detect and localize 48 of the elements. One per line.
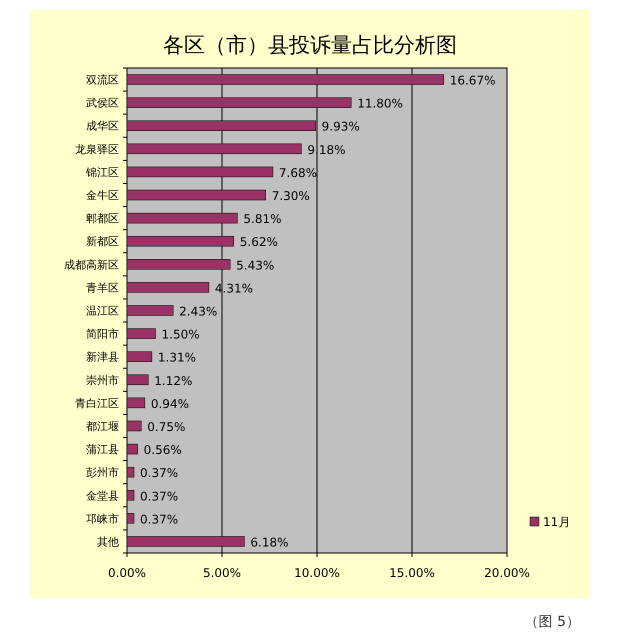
y-tick-label: 彭州市 — [86, 466, 119, 480]
y-tick-label: 青羊区 — [86, 281, 119, 294]
data-label: 7.68% — [278, 166, 318, 180]
y-tick-label: 成华区 — [86, 120, 119, 133]
y-tick-label: 锦江区 — [85, 166, 119, 179]
y-tick-label: 邛崃市 — [86, 512, 119, 526]
y-tick-label: 金牛区 — [86, 189, 119, 202]
y-tick-label: 蒲江县 — [86, 443, 119, 456]
text: （图 5） — [524, 614, 580, 630]
data-label: 16.67% — [450, 74, 496, 88]
data-label: 0.37% — [140, 512, 178, 526]
y-tick-label: 青白江区 — [75, 396, 119, 410]
x-tick-label: 20.00% — [484, 566, 530, 580]
data-label: 0.56% — [144, 443, 182, 458]
y-tick-label: 其他 — [97, 535, 119, 548]
y-tick-label: 武侯区 — [86, 96, 119, 110]
data-label: 1.31% — [158, 350, 196, 365]
data-label: 1.50% — [162, 328, 200, 342]
data-label: 0.94% — [150, 396, 189, 411]
data-label: 0.37% — [140, 489, 178, 504]
y-tick-label: 龙泉驿区 — [75, 142, 119, 156]
data-label: 1.12% — [154, 374, 192, 388]
y-tick-label: 都江堰 — [86, 420, 119, 433]
x-tick-label: 15.00% — [389, 566, 435, 580]
y-tick-label: 温江区 — [86, 304, 119, 318]
legend-label: 11月 — [543, 515, 570, 529]
y-tick-label: 金堂县 — [86, 489, 119, 502]
data-label: 5.62% — [240, 235, 278, 250]
data-label: 11.80% — [357, 96, 403, 111]
data-label: 7.30% — [272, 189, 310, 204]
y-tick-label: 双流区 — [86, 74, 119, 87]
x-tick-label: 5.00% — [202, 566, 242, 580]
data-label: 9.93% — [322, 120, 360, 134]
data-label: 5.81% — [243, 212, 282, 226]
data-label: 0.75% — [147, 420, 186, 434]
x-tick-label: 0.00% — [108, 566, 146, 580]
x-tick-label: 10.00% — [294, 566, 340, 580]
data-label: 5.43% — [236, 258, 274, 272]
y-tick-label: 成都高新区 — [64, 258, 119, 272]
y-tick-label: 简阳市 — [86, 328, 119, 341]
data-label: 6.18% — [250, 535, 289, 550]
data-label: 0.37% — [140, 466, 178, 480]
y-tick-label: 新津县 — [86, 350, 119, 364]
y-tick-label: 郫都区 — [86, 212, 119, 226]
chart-title: 各区（市）县投诉量占比分析图 — [163, 33, 457, 57]
y-tick-label: 崇州市 — [86, 374, 119, 387]
y-tick-label: 新都区 — [86, 235, 119, 248]
data-label: 2.43% — [179, 304, 218, 318]
